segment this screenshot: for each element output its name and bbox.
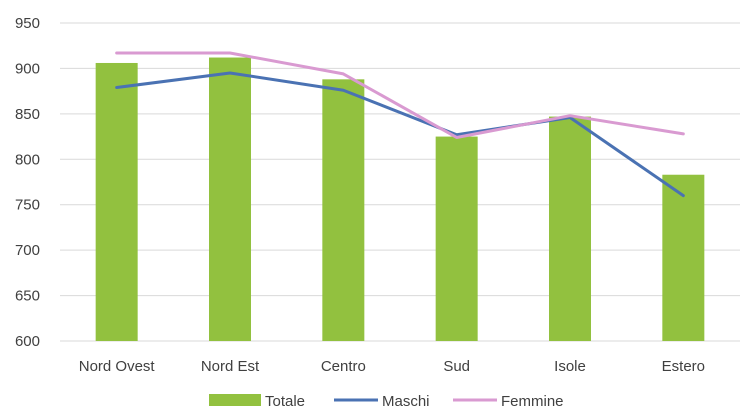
y-axis: 600 650 700 750 800 850 900 950	[15, 15, 40, 350]
y-tick-label: 950	[15, 15, 40, 32]
series-line	[115, 71, 685, 198]
y-tick-label: 700	[15, 242, 40, 259]
bar	[95, 62, 138, 341]
y-tick-label: 600	[15, 333, 40, 350]
bar	[662, 174, 705, 341]
x-axis: Nord Ovest Nord Est Centro Sud Isole Estero	[79, 358, 705, 375]
y-tick-label: 900	[15, 60, 40, 77]
y-tick-label: 750	[15, 197, 40, 214]
bar-layer	[95, 57, 705, 342]
legend-label: Totale	[265, 393, 305, 410]
y-tick-label: 650	[15, 288, 40, 305]
x-tick-label: Sud	[443, 358, 470, 375]
legend: Totale Maschi Femmine	[209, 393, 564, 410]
line-layer	[115, 51, 685, 198]
y-tick-label: 800	[15, 151, 40, 168]
y-tick-label: 850	[15, 106, 40, 123]
bar	[209, 57, 251, 341]
grid-layer	[60, 22, 740, 342]
x-tick-label: Nord Est	[201, 358, 260, 375]
series-line	[115, 51, 685, 139]
x-tick-label: Centro	[321, 358, 366, 375]
legend-label: Femmine	[501, 393, 564, 410]
legend-label: Maschi	[382, 393, 430, 410]
x-tick-label: Estero	[662, 358, 705, 375]
x-tick-label: Nord Ovest	[79, 358, 156, 375]
bar	[435, 136, 478, 341]
bar	[549, 116, 591, 341]
bar	[322, 79, 365, 342]
x-tick-label: Isole	[554, 358, 586, 375]
legend-swatch	[209, 394, 261, 406]
